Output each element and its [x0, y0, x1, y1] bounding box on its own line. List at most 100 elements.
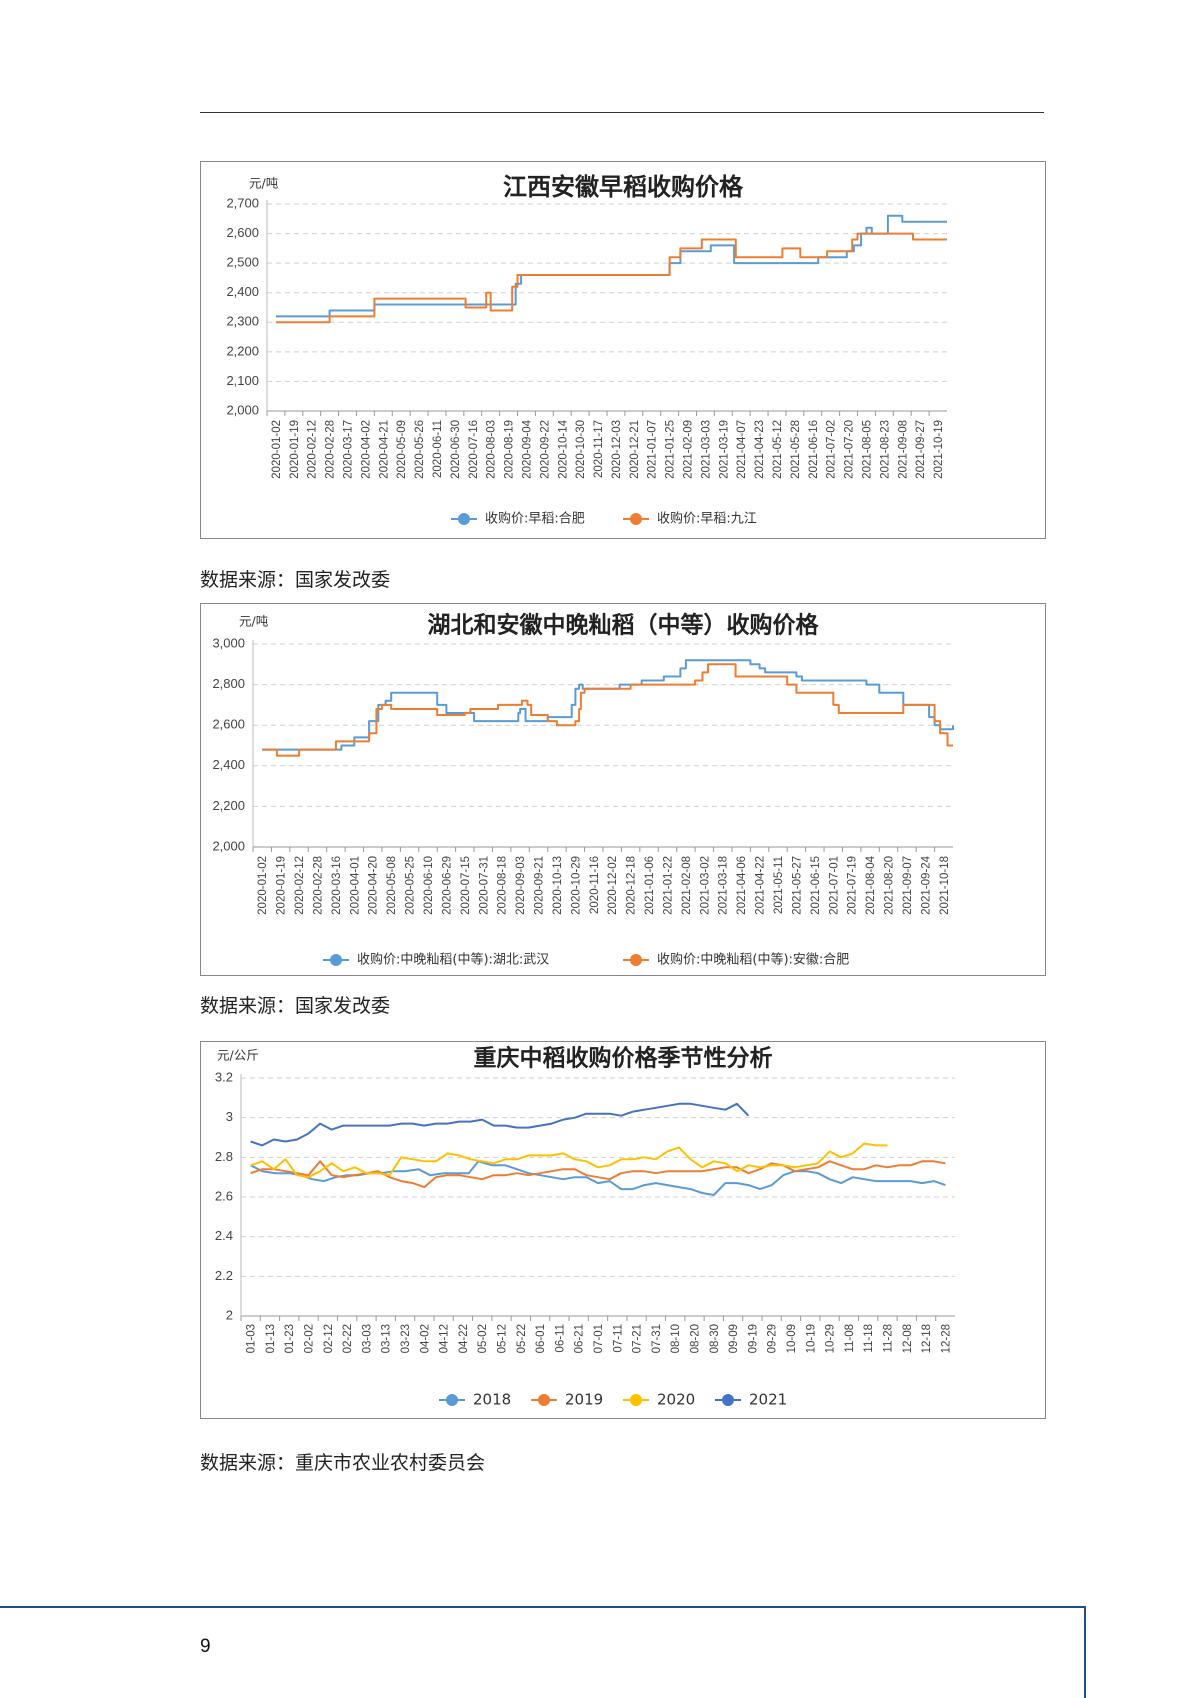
x-tick-label: 2020-01-19 [276, 856, 288, 915]
x-tick-label: 2021-02-09 [683, 420, 695, 479]
y-tick-label: 2.4 [215, 1228, 233, 1243]
x-tick-label: 07-21 [632, 1324, 644, 1353]
x-tick-label: 2020-08-19 [504, 420, 516, 479]
x-tick-label: 2020-06-11 [432, 420, 444, 478]
x-tick-label: 2020-07-16 [468, 420, 480, 479]
x-tick-label: 10-09 [786, 1324, 798, 1353]
x-tick-label: 2020-05-25 [405, 856, 417, 915]
legend-item: 收购价:早稻:合肥 [451, 511, 585, 527]
x-tick-label: 2020-06-10 [423, 856, 435, 915]
x-tick-label: 2021-08-20 [884, 856, 896, 915]
y-tick-label: 2,700 [226, 195, 259, 210]
legend-item: 2020 [623, 1391, 695, 1409]
chart-svg: 湖北和安徽中晚籼稻（中等）收购价格 元/吨 2,000 2,200 2,400 2,600… [212, 612, 954, 968]
legend-label: 收购价:中晚籼稻(中等):湖北:武汉 [357, 952, 549, 968]
x-tick-label: 2021-05-12 [772, 420, 784, 479]
x-tick-label: 09-29 [767, 1324, 779, 1353]
x-tick-label: 2021-03-03 [700, 420, 712, 479]
x-tick-label: 01-13 [265, 1324, 277, 1353]
y-tick-label: 2.2 [215, 1268, 233, 1283]
x-tick-label: 02-12 [323, 1324, 335, 1353]
legend-item: 收购价:早稻:九江 [623, 511, 757, 527]
x-tick-label: 09-09 [728, 1324, 740, 1353]
x-tick-label: 2020-12-03 [611, 420, 623, 479]
x-tick-label: 12-18 [921, 1324, 933, 1353]
x-tick-label: 2021-10-18 [939, 856, 951, 915]
x-tick-label: 2020-01-02 [271, 420, 283, 479]
x-tick-label: 2021-03-18 [718, 856, 730, 915]
x-tick-label: 2021-09-27 [915, 420, 927, 479]
series-line [275, 232, 947, 324]
legend-item: 2019 [531, 1391, 603, 1409]
x-tick-label: 11-08 [844, 1324, 856, 1353]
legend-label: 2018 [473, 1391, 511, 1409]
x-tick-label: 2020-07-15 [460, 856, 472, 915]
y-axis-unit: 元/吨 [249, 176, 279, 191]
x-tick-label: 2021-03-02 [699, 856, 711, 915]
chart-chongqing-rice-seasonal: 重庆中稻收购价格季节性分析 元/公斤 2 2.2 2.4 2.6 2.8 3 3.2 01-03 0… [200, 1041, 1046, 1419]
y-tick-label: 2,000 [212, 838, 245, 853]
x-tick-label: 2021-07-01 [828, 856, 840, 915]
chart-svg: 重庆中稻收购价格季节性分析 元/公斤 2 2.2 2.4 2.6 2.8 3 3.2 01-03 0… [215, 1045, 955, 1409]
chart-jiangxi-anhui-early-rice: 江西安徽早稻收购价格 元/吨 2,000 2,100 2,200 2,300 2,400 2,… [200, 161, 1046, 539]
x-tick-label: 05-22 [516, 1324, 528, 1353]
x-tick-label: 2020-02-12 [307, 420, 319, 479]
y-tick-label: 2,400 [226, 284, 259, 299]
y-tick-label: 2,600 [212, 717, 245, 732]
y-tick-label: 2,400 [212, 757, 245, 772]
legend-label: 2021 [749, 1391, 787, 1409]
x-tick-label: 2020-08-03 [486, 420, 498, 479]
x-tick-label: 11-28 [882, 1324, 894, 1353]
legend-swatch-dot [722, 1394, 734, 1406]
x-tick-label: 01-03 [246, 1324, 258, 1353]
legend-swatch-dot [630, 513, 642, 525]
x-tick-label: 04-22 [458, 1324, 470, 1353]
x-tick-label: 2020-04-01 [349, 856, 361, 915]
x-tick-label: 2020-09-03 [515, 856, 527, 915]
y-tick-label: 2.8 [215, 1149, 233, 1164]
y-tick-label: 2,000 [226, 402, 259, 417]
x-tick-label: 2021-01-22 [662, 856, 674, 915]
chart-title: 重庆中稻收购价格季节性分析 [474, 1045, 773, 1072]
x-tick-label: 2020-05-09 [396, 420, 408, 479]
header-rule [200, 112, 1044, 113]
x-tick-label: 02-02 [304, 1324, 316, 1353]
series-line [250, 1102, 750, 1147]
data-source-note: 数据来源：国家发改委 [200, 569, 391, 591]
legend-item: 2018 [439, 1391, 511, 1409]
x-tick-label: 08-10 [670, 1324, 682, 1353]
x-tick-label: 2020-02-12 [294, 856, 306, 915]
series-line [262, 663, 953, 757]
x-tick-label: 2021-09-08 [897, 420, 909, 479]
x-tick-label: 2020-06-29 [441, 856, 453, 915]
x-tick-label: 2020-05-26 [414, 420, 426, 479]
x-tick-label: 06-11 [554, 1324, 566, 1353]
x-tick-label: 06-21 [574, 1324, 586, 1353]
x-tick-label: 2021-05-28 [790, 420, 802, 479]
x-tick-label: 2021-09-24 [920, 855, 932, 914]
x-tick-label: 2021-05-11 [773, 856, 785, 914]
x-tick-label: 2021-08-23 [879, 420, 891, 479]
x-tick-label: 2020-02-28 [325, 420, 337, 479]
x-tick-label: 2020-02-28 [312, 856, 324, 915]
y-tick-label: 3.2 [215, 1069, 233, 1084]
x-tick-label: 2021-05-27 [791, 856, 803, 915]
x-tick-label: 2020-05-08 [386, 856, 398, 915]
x-tick-label: 06-01 [535, 1324, 547, 1353]
x-tick-label: 2021-08-04 [865, 855, 877, 914]
series-line [275, 214, 947, 318]
x-tick-label: 2021-07-02 [826, 420, 838, 479]
x-tick-label: 2020-08-18 [497, 856, 509, 915]
x-tick-label: 2020-09-04 [521, 419, 533, 478]
data-source-note: 数据来源：重庆市农业农村委员会 [200, 1452, 486, 1474]
x-tick-label: 2020-12-18 [626, 856, 638, 915]
y-axis-unit: 元/吨 [239, 614, 269, 629]
x-tick-label: 07-31 [651, 1324, 663, 1353]
x-tick-label: 2021-03-19 [718, 420, 730, 479]
legend-label: 2019 [565, 1391, 603, 1409]
legend-swatch-dot [538, 1394, 550, 1406]
x-tick-label: 2020-10-14 [557, 419, 569, 478]
legend-item: 2021 [715, 1391, 787, 1409]
legend-swatch-dot [630, 1394, 642, 1406]
x-tick-label: 2020-11-17 [593, 420, 605, 478]
